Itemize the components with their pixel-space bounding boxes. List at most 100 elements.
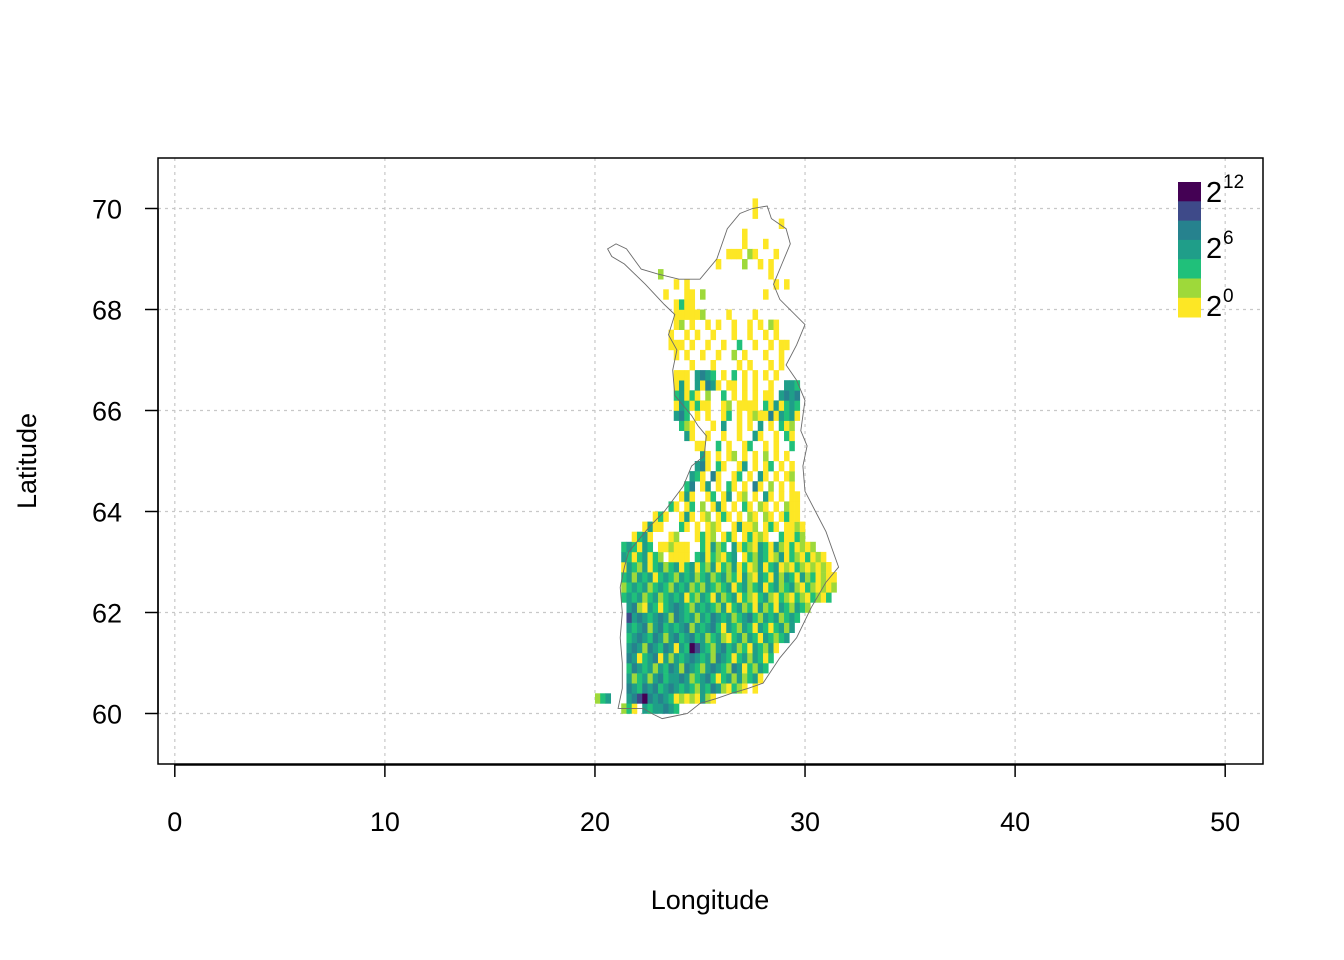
heatmap-cell — [694, 309, 701, 320]
heatmap-cell — [710, 592, 717, 603]
heatmap-cell — [652, 612, 659, 623]
heatmap-cell — [747, 420, 753, 431]
heatmap-cell — [700, 511, 706, 522]
heatmap-cell — [731, 572, 738, 583]
heatmap-cell — [705, 642, 711, 654]
heatmap-cell — [684, 582, 690, 593]
heatmap-cell — [678, 612, 685, 623]
heatmap-cell — [689, 602, 696, 613]
heatmap-cell — [721, 501, 727, 512]
heatmap-cell — [820, 572, 827, 583]
heatmap-cell — [747, 440, 753, 452]
heatmap-cell — [731, 632, 738, 644]
heatmap-cell — [684, 390, 690, 401]
heatmap-cell — [731, 521, 738, 532]
heatmap-cell — [784, 632, 790, 644]
heatmap-cell — [752, 602, 759, 613]
heatmap-cell — [736, 642, 743, 654]
heatmap-cell — [794, 491, 801, 502]
heatmap-cell — [636, 693, 643, 704]
heatmap-cell — [752, 208, 759, 219]
heatmap-cell — [742, 440, 748, 452]
heatmap-cell — [789, 602, 795, 613]
heatmap-cell — [736, 430, 743, 442]
heatmap-cell — [736, 461, 743, 472]
heatmap-cell — [773, 521, 780, 532]
heatmap-cell — [778, 551, 785, 563]
heatmap-cell — [710, 642, 717, 654]
heatmap-cell — [784, 602, 790, 613]
y-axis-title: Latitude — [12, 413, 42, 509]
heatmap-cell — [715, 521, 722, 532]
heatmap-cell — [694, 370, 701, 381]
heatmap-cell — [726, 531, 732, 543]
heatmap-cell — [763, 572, 769, 583]
heatmap-cell — [673, 531, 680, 543]
heatmap-cell — [763, 289, 769, 300]
heatmap-cell — [757, 652, 764, 664]
heatmap-cell — [673, 632, 680, 644]
heatmap-cell — [736, 652, 743, 664]
heatmap-cell — [789, 592, 795, 603]
heatmap-cell — [689, 491, 696, 502]
heatmap-cell — [747, 572, 753, 583]
heatmap-cell — [826, 592, 832, 603]
heatmap-cell — [721, 663, 727, 674]
heatmap-cell — [757, 612, 764, 623]
heatmap-cell — [631, 663, 638, 674]
legend-swatch — [1178, 239, 1201, 260]
heatmap-cell — [773, 319, 780, 330]
heatmap-cell — [700, 400, 706, 411]
heatmap-cell — [705, 521, 711, 532]
heatmap-cell — [684, 410, 690, 421]
heatmap-cell — [757, 420, 764, 431]
heatmap-cell — [657, 663, 664, 674]
heatmap-cell — [731, 642, 738, 654]
heatmap-cell — [700, 501, 706, 512]
heatmap-cell — [763, 592, 769, 603]
heatmap-cell — [778, 582, 785, 593]
heatmap-cell — [642, 602, 648, 613]
heatmap-cell — [742, 531, 748, 543]
heatmap-cell — [626, 551, 633, 563]
heatmap-cell — [773, 622, 780, 633]
heatmap-cell — [668, 673, 675, 684]
heatmap-cell — [742, 663, 748, 674]
heatmap-cell — [715, 683, 722, 694]
heatmap-cell — [705, 380, 711, 391]
heatmap-cell — [715, 632, 722, 644]
heatmap-cell — [657, 683, 664, 694]
heatmap-cell — [694, 663, 701, 674]
heatmap-cell — [731, 380, 738, 391]
heatmap-cell — [763, 501, 769, 512]
heatmap-cell — [731, 248, 738, 260]
heatmap-cell — [705, 531, 711, 543]
heatmap-cell — [773, 551, 780, 563]
heatmap-cell — [678, 551, 685, 563]
heatmap-cell — [668, 642, 675, 654]
heatmap-cell — [710, 652, 717, 664]
heatmap-cell — [747, 501, 753, 512]
heatmap-cell — [757, 592, 764, 603]
heatmap-cell — [694, 380, 701, 391]
heatmap-cell — [721, 511, 727, 522]
heatmap-cell — [726, 562, 732, 573]
heatmap-cell — [700, 450, 706, 462]
heatmap-cell — [715, 461, 722, 472]
heatmap-cell — [657, 612, 664, 623]
grid-lines — [158, 158, 1263, 764]
heatmap-cell — [799, 592, 806, 603]
heatmap-cell — [763, 329, 769, 341]
heatmap-cell — [736, 632, 743, 644]
heatmap-cell — [794, 501, 801, 512]
heatmap-cell — [705, 632, 711, 644]
heatmap-cell — [705, 602, 711, 613]
heatmap-cell — [678, 521, 685, 532]
heatmap-cell — [752, 531, 759, 543]
heatmap-cell — [789, 572, 795, 583]
heatmap-cell — [757, 410, 764, 421]
heatmap-cell — [694, 329, 701, 341]
heatmap-cell — [736, 360, 743, 371]
heatmap-cell — [700, 531, 706, 543]
heatmap-cell — [747, 248, 753, 260]
